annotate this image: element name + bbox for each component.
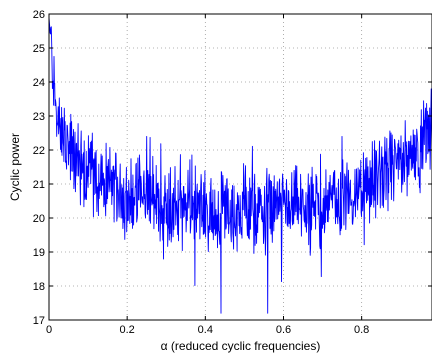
y-tick-label: 25	[33, 43, 45, 55]
x-axis-label: α (reduced cyclic frequencies)	[161, 339, 321, 353]
y-tick-label: 21	[33, 179, 45, 191]
x-axis: 0 0.2 0.4 0.6 0.8	[46, 14, 369, 336]
y-tick-label: 18	[33, 281, 45, 293]
x-tick-label: 0.4	[198, 324, 213, 336]
cyclic-power-series-line	[48, 17, 432, 314]
x-tick-label: 0	[46, 324, 52, 336]
y-tick-label: 19	[33, 247, 45, 259]
y-tick-label: 22	[33, 145, 45, 157]
plot-area	[48, 17, 432, 314]
y-tick-label: 20	[33, 213, 45, 225]
y-tick-label: 17	[33, 315, 45, 327]
x-tick-label: 0.6	[276, 324, 291, 336]
y-tick-label: 26	[33, 9, 45, 21]
y-tick-label: 24	[33, 77, 45, 89]
axes-frame	[48, 13, 432, 321]
x-tick-label: 0.8	[354, 324, 369, 336]
y-axis: 17 18 19 20 21 22 23 24 25 26	[33, 9, 432, 327]
grid	[49, 14, 432, 320]
x-tick-label: 0.2	[120, 324, 135, 336]
y-axis-label: Cyclic power	[8, 133, 22, 201]
y-tick-label: 23	[33, 111, 45, 123]
